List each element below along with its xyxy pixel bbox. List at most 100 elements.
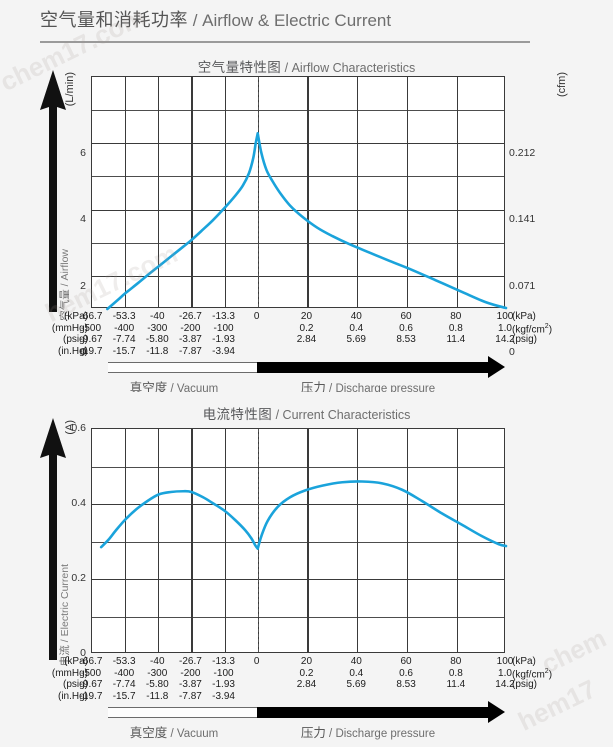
x-tick-value: 11.4	[446, 334, 466, 345]
current-direction-arrow	[40, 418, 66, 660]
gridline-h	[92, 466, 504, 468]
gridline-v-major	[191, 77, 193, 307]
x-tick-value: -1.93	[212, 679, 235, 690]
x-tick-value: -3.94	[212, 690, 235, 702]
x-tick-value: 80	[450, 311, 462, 322]
x-tick-value: 20	[300, 656, 313, 667]
x-tick-value: 0.6	[399, 322, 413, 334]
vacuum-label-sep: /	[167, 728, 177, 740]
x-axis-row: (psig) (psig) -9.67 -7.74 -5.80 -3.87 -1.93 2.8…	[63, 679, 537, 691]
x-axis-row: (in.Hg) -19.7 -15.7 -11.8 -7.87 -3.94	[58, 345, 505, 358]
x-unit-right: (psig)	[512, 334, 538, 345]
x-tick-value: 0	[253, 656, 260, 667]
x-tick-value: -300	[147, 322, 168, 334]
current-ytick-04: 0.4	[71, 497, 86, 509]
panel-airflow: 空气量特性图 / Airflow Characteristics (L/min)…	[0, 44, 613, 395]
pressure-label-cn: 压力	[300, 381, 326, 395]
gridline-v-major	[357, 77, 359, 307]
gridline-h-major	[92, 143, 504, 145]
x-tick-value: -3.94	[212, 345, 235, 357]
airflow-y-left-unit: (L/min)	[64, 72, 76, 107]
x-tick-value: 1.0	[498, 667, 512, 679]
x-tick-value: 0.8	[448, 322, 463, 334]
x-tick-value: -13.3	[212, 311, 235, 322]
x-tick-value: -19.7	[79, 345, 103, 357]
x-tick-value: -11.8	[146, 690, 169, 702]
zero-pressure-line	[257, 429, 259, 652]
x-unit-right: (psig)	[512, 679, 538, 690]
gridline-v-major	[357, 429, 359, 652]
x-axis-table-current: (kPa) (kPa) -66.7 -53.3 -40 -26.7 -13.3 0 20 40 60…	[52, 656, 552, 702]
gridline-h-major	[92, 579, 504, 581]
chart-title-airflow-cn: 空气量特性图	[197, 60, 282, 75]
x-tick-value: 1.0	[498, 322, 512, 334]
x-tick-value: -200	[180, 322, 201, 334]
current-ytick-06: 0.6	[71, 422, 86, 434]
panel-current: 电流特性图 / Current Characteristics (A) 电流 /…	[0, 392, 613, 747]
x-tick-value: 11.4	[446, 679, 466, 690]
gridline-v-major	[224, 77, 226, 307]
gridline-v-major	[158, 77, 160, 307]
plot-area-airflow	[91, 76, 508, 311]
x-tick-value: -3.87	[179, 334, 202, 345]
x-tick-value: -66.7	[79, 656, 103, 667]
pressure-arrow-icon	[488, 701, 505, 723]
x-tick-value: -53.3	[112, 656, 136, 667]
x-tick-value: 0.8	[448, 667, 463, 679]
chart-title-current-en: Current Characteristics	[282, 408, 411, 422]
x-tick-value: 0	[253, 311, 260, 322]
airflow-ytick-2: 2	[80, 280, 86, 292]
x-tick-value: -500	[80, 322, 102, 334]
x-tick-value: -400	[114, 667, 135, 679]
gridline-v-major	[158, 429, 160, 652]
gridline-h-major	[92, 275, 504, 277]
airflow-y-right-unit: (cfm)	[556, 72, 568, 98]
vacuum-label-cn: 真空度	[129, 726, 168, 740]
page-title: 空气量和消耗功率 / Airflow & Electric Current	[40, 6, 530, 43]
pressure-arrow-icon	[488, 356, 505, 378]
vacuum-label-current: 真空度 / Vacuum	[130, 722, 218, 741]
x-tick-value: 40	[350, 656, 362, 667]
x-tick-value: -40	[150, 311, 165, 322]
x-tick-value: 5.69	[346, 334, 366, 345]
x-tick-value: 5.69	[346, 679, 366, 690]
airflow-curve	[106, 132, 508, 311]
x-tick-value: 8.53	[396, 679, 416, 690]
chart-title-current: 电流特性图 / Current Characteristics	[0, 403, 613, 424]
x-tick-value: -7.74	[112, 334, 136, 345]
x-axis-table-airflow: (kPa) (kPa) -66.7 -53.3 -40 -26.7 -13.3 0 20 40 60…	[52, 311, 552, 358]
x-tick-value: -7.74	[112, 679, 136, 690]
gridline-v-major	[307, 429, 309, 652]
gridline-v-major	[456, 429, 458, 652]
airflow-direction-arrow	[40, 70, 66, 312]
pressure-segment	[256, 707, 488, 718]
x-tick-value: -19.7	[79, 690, 103, 702]
vacuum-segment	[108, 362, 257, 373]
vacuum-label-en: Vacuum	[176, 728, 219, 740]
gridline-h	[92, 242, 504, 244]
pressure-label-en: Discharge pressure	[335, 728, 436, 740]
vacuum-label-cn: 真空度	[129, 381, 168, 395]
x-tick-value: 20	[300, 311, 313, 322]
gridline-v-major	[307, 77, 309, 307]
chart-title-airflow-en: Airflow Characteristics	[291, 61, 416, 75]
x-unit-left: (psig)	[62, 679, 88, 690]
x-axis-row: (kPa) (kPa) -66.7 -53.3 -40 -26.7 -13.3 0 20 40 60…	[64, 656, 536, 668]
x-unit-left: (in.Hg)	[57, 345, 88, 357]
x-tick-value: 0.2	[299, 667, 314, 679]
gridline-h	[92, 541, 504, 543]
airflow-ytick-right-0141: 0.141	[509, 213, 536, 225]
x-tick-value: 80	[450, 656, 462, 667]
x-tick-value: 60	[400, 656, 412, 667]
x-tick-value: -13.3	[212, 656, 235, 667]
x-tick-value: 100	[496, 311, 514, 322]
pressure-label-current: 压力 / Discharge pressure	[301, 722, 435, 741]
x-unit-left: (kPa)	[64, 311, 88, 322]
x-tick-value: -400	[114, 322, 135, 334]
x-tick-value: 14.2	[495, 334, 515, 345]
page-title-separator: /	[188, 11, 203, 30]
x-tick-value: -100	[213, 322, 234, 334]
page-title-cn: 空气量和消耗功率	[40, 10, 188, 30]
airflow-ytick-6: 6	[80, 147, 86, 159]
x-unit-right: (kgf/cm2)	[512, 322, 553, 335]
